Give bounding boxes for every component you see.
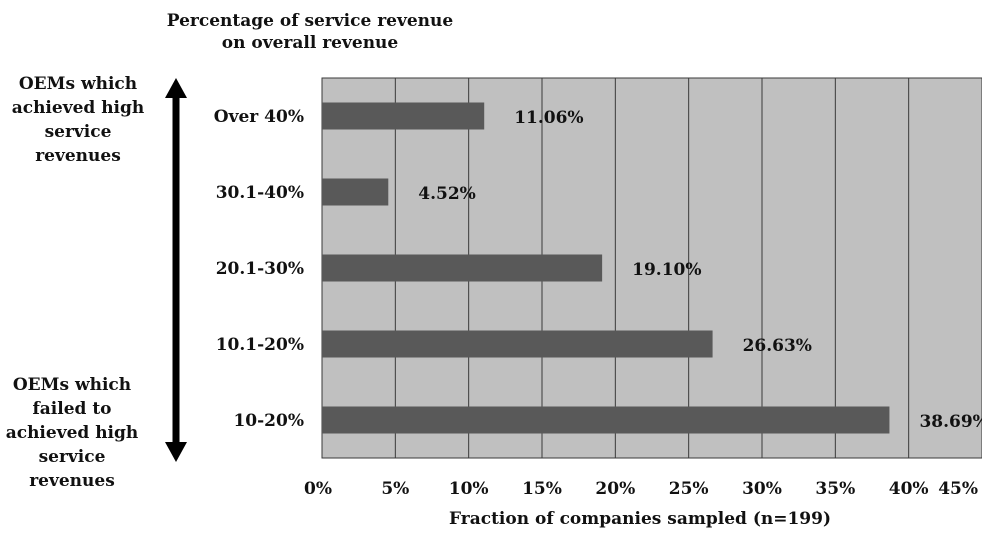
x-tick-label: 0% <box>304 479 332 499</box>
bar <box>322 330 713 358</box>
bar <box>322 102 485 130</box>
x-tick-label: 15% <box>522 479 562 499</box>
x-tick-label: 20% <box>595 479 635 499</box>
x-tick-label: 40% <box>889 479 929 499</box>
value-label: 4.52% <box>418 184 476 204</box>
category-label: Over 40% <box>214 107 304 127</box>
category-label: 30.1-40% <box>216 183 304 203</box>
bar <box>322 254 603 282</box>
x-tick-label: 25% <box>669 479 709 499</box>
value-label: 19.10% <box>632 260 701 280</box>
x-tick-label: 35% <box>815 479 855 499</box>
x-tick-label: 10% <box>449 479 489 499</box>
category-label: 10-20% <box>233 411 304 431</box>
category-label: 10.1-20% <box>216 335 304 355</box>
x-tick-label: 45% <box>938 479 978 499</box>
value-label: 11.06% <box>514 108 583 128</box>
arrow-head-down <box>165 442 187 462</box>
bar <box>322 406 890 434</box>
value-label: 26.63% <box>743 336 812 356</box>
x-axis-label: Fraction of companies sampled (n=199) <box>448 509 831 529</box>
x-tick-label: 30% <box>742 479 782 499</box>
bar <box>322 178 389 206</box>
x-tick-label: 5% <box>381 479 409 499</box>
bottom-annotation-label: OEMs which failed to achieved high servi… <box>5 375 139 491</box>
arrow-head-up <box>165 78 187 98</box>
chart-title: Percentage of service revenue on overall… <box>160 10 460 54</box>
top-annotation-label: OEMs which achieved high service revenue… <box>11 74 145 166</box>
chart-title-text: Percentage of service revenue on overall… <box>166 11 454 53</box>
value-label: 38.69% <box>919 412 982 432</box>
category-label: 20.1-30% <box>216 259 304 279</box>
